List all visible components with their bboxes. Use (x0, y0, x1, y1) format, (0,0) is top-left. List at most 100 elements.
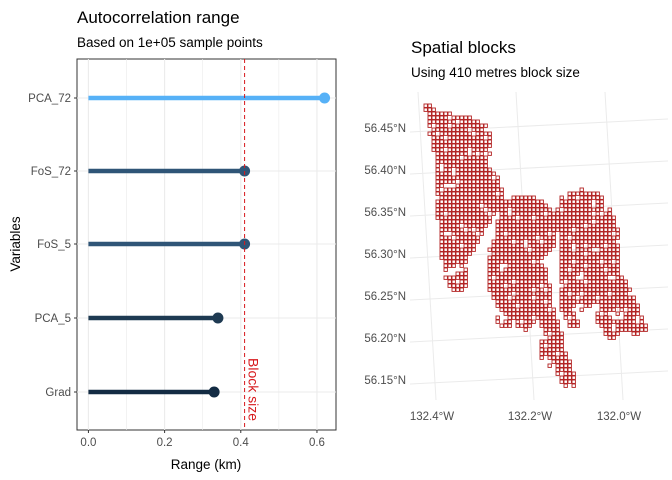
spatial-block (575, 243, 580, 248)
spatial-block (559, 279, 564, 284)
spatial-block (463, 167, 468, 172)
spatial-block (571, 311, 576, 316)
spatial-block (455, 287, 460, 292)
spatial-block (595, 259, 600, 264)
spatial-block (471, 243, 476, 248)
spatial-block (431, 147, 436, 152)
spatial-block (599, 279, 604, 284)
spatial-block (455, 147, 460, 152)
spatial-block (455, 231, 460, 236)
spatial-block (463, 127, 468, 132)
spatial-block (607, 223, 612, 228)
spatial-block (519, 247, 524, 252)
spatial-block (475, 191, 480, 196)
spatial-block (563, 363, 568, 368)
spatial-block (527, 275, 532, 280)
spatial-block (555, 327, 560, 332)
spatial-block (571, 199, 576, 204)
spatial-block (535, 251, 540, 256)
spatial-block (451, 275, 456, 280)
spatial-block (611, 287, 616, 292)
spatial-block (543, 223, 548, 228)
spatial-block (599, 219, 604, 224)
spatial-block (435, 163, 440, 168)
spatial-block (427, 111, 432, 116)
spatial-block (499, 243, 504, 248)
autocorrelation-panel: Autocorrelation range Based on 1e+05 sam… (8, 8, 337, 472)
spatial-block (495, 207, 500, 212)
spatial-block (459, 203, 464, 208)
spatial-block (487, 171, 492, 176)
spatial-block (563, 371, 568, 376)
spatial-block (483, 159, 488, 164)
spatial-block (483, 211, 488, 216)
spatial-block (599, 283, 604, 288)
spatial-block (631, 295, 636, 300)
spatial-block (587, 251, 592, 256)
spatial-block (495, 295, 500, 300)
spatial-block (483, 187, 488, 192)
spatial-block (591, 251, 596, 256)
spatial-block (447, 175, 452, 180)
spatial-block (443, 207, 448, 212)
spatial-block (627, 327, 632, 332)
spatial-block (467, 139, 472, 144)
spatial-block (435, 151, 440, 156)
spatial-block (443, 175, 448, 180)
spatial-block (571, 291, 576, 296)
spatial-block (495, 255, 500, 260)
spatial-block (559, 215, 564, 220)
spatial-block (463, 271, 468, 276)
spatial-block (455, 271, 460, 276)
spatial-block (583, 295, 588, 300)
spatial-block (455, 247, 460, 252)
spatial-block (475, 207, 480, 212)
spatial-block (491, 195, 496, 200)
spatial-block (507, 223, 512, 228)
spatial-block (567, 279, 572, 284)
spatial-block (511, 287, 516, 292)
spatial-block (443, 235, 448, 240)
latitude-line (409, 160, 669, 175)
spatial-block (467, 175, 472, 180)
spatial-block (539, 291, 544, 296)
spatial-block (547, 335, 552, 340)
spatial-block (435, 143, 440, 148)
spatial-block (555, 331, 560, 336)
spatial-block (583, 287, 588, 292)
spatial-block (567, 303, 572, 308)
spatial-block (439, 127, 444, 132)
spatial-block (607, 335, 612, 340)
spatial-block (459, 183, 464, 188)
spatial-block (459, 151, 464, 156)
spatial-block (531, 283, 536, 288)
spatial-block (499, 247, 504, 252)
spatial-block (571, 275, 576, 280)
spatial-block (463, 259, 468, 264)
spatial-block (571, 315, 576, 320)
spatial-block (463, 135, 468, 140)
spatial-block (515, 219, 520, 224)
spatial-block (607, 295, 612, 300)
spatial-block (599, 235, 604, 240)
spatial-block (635, 303, 640, 308)
lon-tick-label: 132.4°W (410, 411, 454, 423)
spatial-block (575, 199, 580, 204)
spatial-block (607, 323, 612, 328)
spatial-block (447, 275, 452, 280)
spatial-block (523, 211, 528, 216)
spatial-block (539, 339, 544, 344)
spatial-block (467, 199, 472, 204)
spatial-block (491, 199, 496, 204)
spatial-block (511, 311, 516, 316)
spatial-block (539, 231, 544, 236)
spatial-block (435, 215, 440, 220)
spatial-block (503, 275, 508, 280)
spatial-block (479, 191, 484, 196)
spatial-block (475, 171, 480, 176)
spatial-block (539, 271, 544, 276)
spatial-block (611, 299, 616, 304)
spatial-block (447, 151, 452, 156)
spatial-block (531, 299, 536, 304)
spatial-block (459, 227, 464, 232)
